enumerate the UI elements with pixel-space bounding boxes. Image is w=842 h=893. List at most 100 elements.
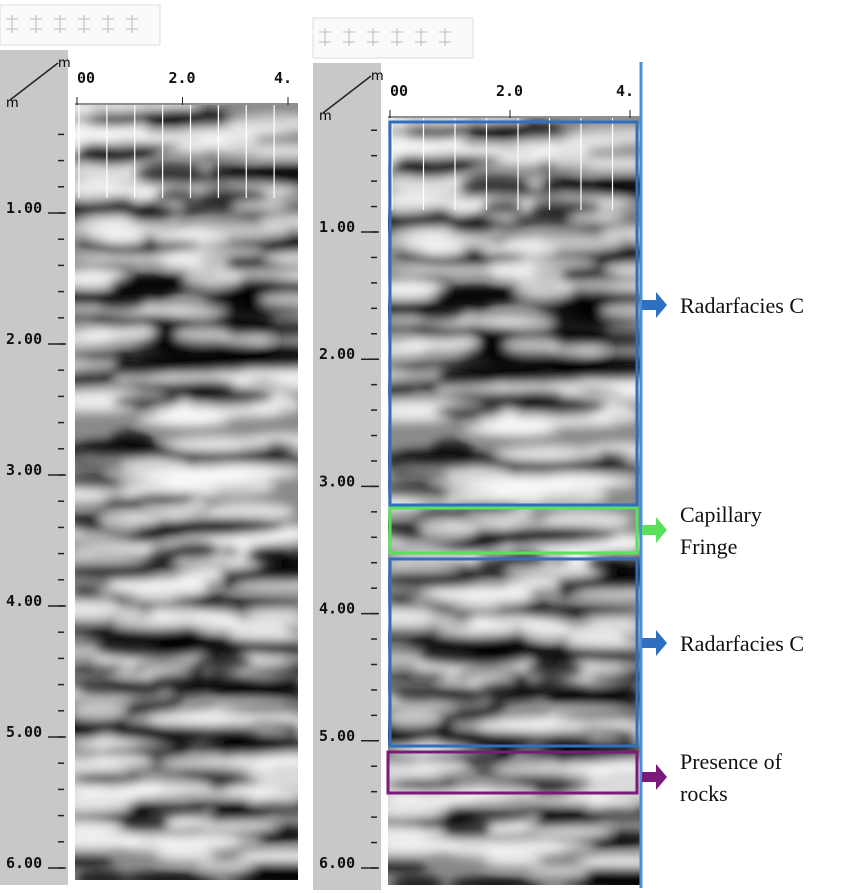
- reflection: [388, 339, 431, 358]
- reflection: [145, 304, 227, 317]
- reflection: [263, 252, 298, 264]
- reflection: [568, 212, 624, 223]
- reflection: [259, 213, 298, 230]
- reflection: [75, 835, 141, 851]
- x-unit: m: [371, 69, 384, 84]
- reflection: [525, 660, 585, 680]
- reflection: [183, 388, 274, 405]
- reflection: [75, 216, 135, 227]
- reflection: [90, 753, 150, 766]
- annotation-box: [386, 750, 639, 795]
- reflection: [111, 725, 227, 743]
- reflection: [388, 266, 507, 275]
- reflection: [149, 241, 199, 251]
- reflection: [75, 851, 115, 868]
- reflection: [388, 825, 431, 841]
- reflection: [388, 779, 462, 791]
- reflection: [111, 395, 180, 408]
- reflection: [421, 244, 467, 258]
- reflection: [594, 831, 640, 846]
- corner-line: [9, 62, 59, 101]
- reflection: [456, 144, 505, 157]
- y-tick-label: 2.00: [319, 345, 355, 363]
- reflection: [190, 836, 262, 845]
- toolbar-icon: [343, 28, 355, 46]
- reflection: [75, 869, 127, 880]
- reflection: [502, 233, 623, 253]
- reflection: [113, 615, 194, 631]
- reflection: [102, 233, 148, 246]
- reflection: [246, 764, 298, 780]
- reflection: [231, 200, 287, 211]
- reflection: [183, 267, 244, 288]
- reflection: [246, 608, 298, 618]
- reflection: [434, 405, 502, 418]
- reflection: [146, 316, 196, 330]
- reflection: [155, 187, 199, 202]
- reflection: [189, 612, 242, 633]
- reflection: [566, 807, 640, 819]
- reflection: [575, 855, 640, 868]
- reflection: [554, 624, 640, 636]
- radargram: [388, 118, 640, 885]
- reflection: [196, 643, 257, 656]
- reflection: [489, 460, 617, 472]
- annotation-line: Radarfacies C: [680, 293, 804, 318]
- reflection: [392, 362, 448, 373]
- reflection: [388, 174, 483, 193]
- reflection: [511, 390, 565, 400]
- radargram: [75, 105, 298, 880]
- toolbar-icon: [30, 15, 42, 33]
- reflection: [259, 292, 298, 307]
- reflection: [503, 337, 561, 353]
- reflection: [75, 105, 98, 118]
- reflection: [564, 787, 640, 806]
- y-tick-label: 4.00: [6, 592, 42, 610]
- reflection: [556, 364, 640, 381]
- reflection: [99, 105, 157, 113]
- reflection: [409, 326, 469, 339]
- reflection: [161, 757, 289, 770]
- reflection: [388, 807, 446, 821]
- reflection: [136, 412, 221, 427]
- reflection: [494, 763, 622, 777]
- reflection: [224, 781, 298, 800]
- annotation-line: rocks: [680, 781, 728, 806]
- reflection: [520, 619, 573, 640]
- reflection: [436, 838, 502, 848]
- reflection: [75, 598, 120, 614]
- reflection: [130, 779, 212, 795]
- annotation-label: Presence of rocks: [680, 749, 783, 806]
- reflection: [589, 405, 640, 425]
- toolbar: [312, 17, 474, 59]
- toolbar-icon: [319, 28, 331, 46]
- reflection: [109, 686, 164, 698]
- reflection: [430, 693, 485, 705]
- reflection: [588, 770, 640, 786]
- reflection: [209, 143, 298, 159]
- reflection: [388, 577, 482, 589]
- reflection: [412, 304, 467, 323]
- reflection: [205, 165, 256, 181]
- annotation-label: Radarfacies C: [680, 293, 804, 318]
- annotation-line: Presence of: [680, 749, 783, 774]
- toolbar-icon: [439, 28, 451, 46]
- reflection: [77, 143, 118, 158]
- reflection: [120, 458, 191, 474]
- reflection: [84, 116, 144, 127]
- reflection: [449, 215, 500, 235]
- annotation-box: [388, 506, 639, 555]
- x-tick-label: 4.: [616, 82, 634, 100]
- reflection: [212, 313, 274, 330]
- reflection: [171, 540, 221, 559]
- reflection: [586, 553, 636, 571]
- reflection: [588, 672, 640, 682]
- reflection: [472, 315, 554, 328]
- reflection: [585, 616, 640, 626]
- reflection: [551, 712, 640, 721]
- y-unit: m: [6, 96, 19, 111]
- x-tick-label: 2.0: [169, 69, 196, 87]
- reflection: [529, 651, 590, 663]
- reflection: [121, 872, 221, 880]
